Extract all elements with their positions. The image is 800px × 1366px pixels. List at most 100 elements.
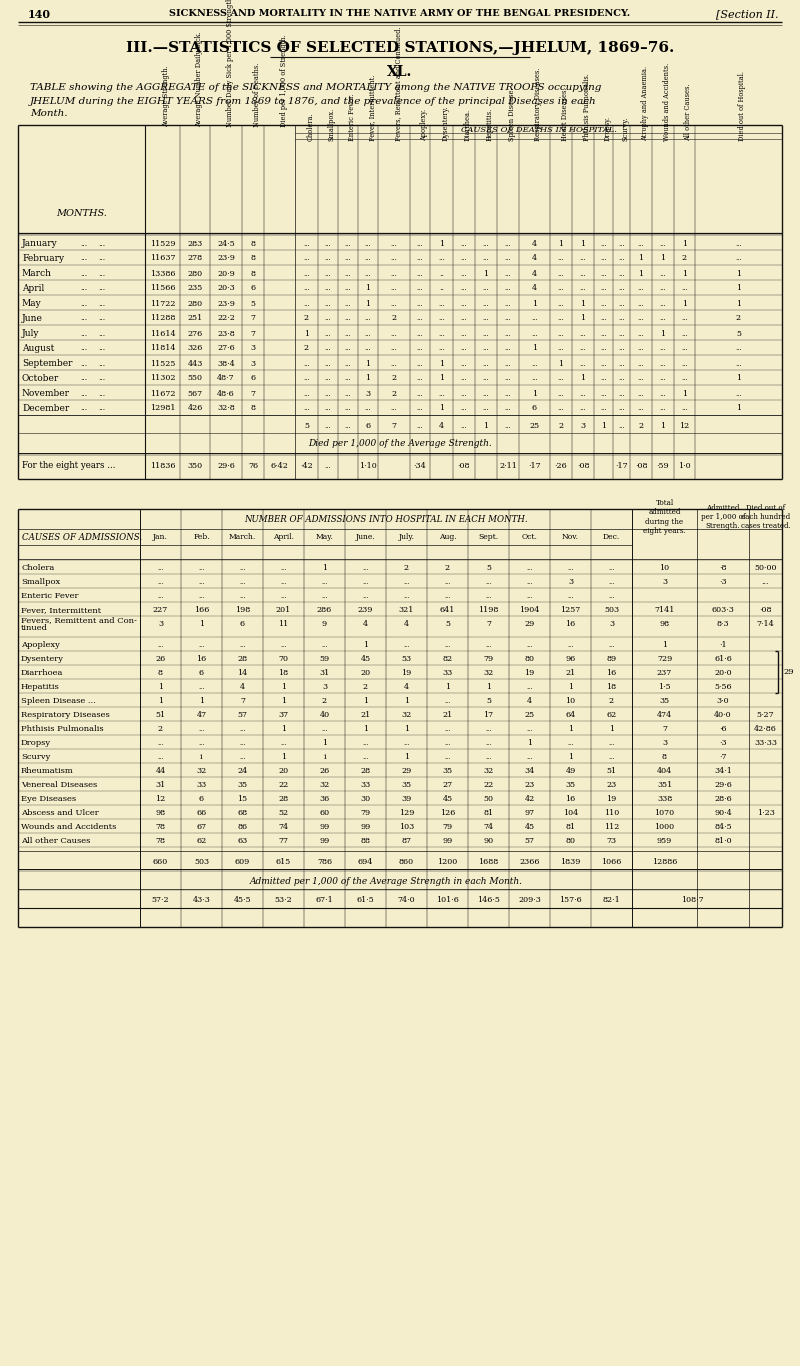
Text: 90: 90 [483,837,494,846]
Text: ...: ... [158,591,164,600]
Text: 8: 8 [250,269,255,277]
Text: 7: 7 [240,697,245,705]
Text: ...: ... [390,359,398,367]
Text: 2: 2 [363,683,368,691]
Text: 3: 3 [158,620,163,628]
Text: ...: ... [390,344,398,352]
Text: ...: ... [362,739,369,747]
Text: ...: ... [80,359,87,367]
Text: 23·8: 23·8 [217,329,235,337]
Text: 74: 74 [483,822,494,831]
Text: Hepatitis.: Hepatitis. [486,108,494,141]
Text: ·34: ·34 [414,462,426,470]
Text: March.: March. [229,533,256,541]
Text: ...: ... [158,641,164,649]
Text: 239: 239 [358,607,373,613]
Text: ...: ... [417,239,423,247]
Text: 12886: 12886 [652,858,677,866]
Text: 1: 1 [439,374,444,382]
Text: 43·3: 43·3 [193,896,210,904]
Text: ...: ... [80,314,87,322]
Text: 108·7: 108·7 [682,896,704,904]
Text: May.: May. [315,533,334,541]
Text: 7: 7 [486,620,491,628]
Text: 3: 3 [366,389,370,398]
Text: 8: 8 [158,669,163,678]
Text: 280: 280 [187,299,202,307]
Text: Diarrhoea: Diarrhoea [21,669,63,678]
Text: 12981: 12981 [150,404,175,413]
Text: ...: ... [390,299,398,307]
Text: ...: ... [390,239,398,247]
Text: ...: ... [98,329,105,337]
Text: ...: ... [390,404,398,413]
Text: ...: ... [98,359,105,367]
Text: 20·9: 20·9 [217,269,235,277]
Text: 326: 326 [187,344,202,352]
Text: 1: 1 [609,725,614,734]
Text: 1: 1 [363,641,368,649]
Text: 33·33: 33·33 [754,739,777,747]
Text: 567: 567 [187,389,202,398]
Text: 11672: 11672 [150,389,175,398]
Text: ...: ... [98,239,105,247]
Text: June: June [22,314,43,322]
Text: 729: 729 [657,656,672,663]
Text: ...: ... [638,239,644,247]
Text: 17: 17 [483,710,494,719]
Text: 32: 32 [483,669,494,678]
Text: 321: 321 [399,607,414,613]
Text: 1688: 1688 [478,858,498,866]
Text: SICKNESS AND MORTALITY IN THE NATIVE ARMY OF THE BENGAL PRESIDENCY.: SICKNESS AND MORTALITY IN THE NATIVE ARM… [170,10,630,19]
Text: 157·6: 157·6 [559,896,582,904]
Text: 22: 22 [483,781,494,790]
Text: 79: 79 [483,656,494,663]
Text: 5: 5 [250,299,255,307]
Text: 609: 609 [235,858,250,866]
Text: 6: 6 [199,795,204,803]
Text: i: i [200,753,203,761]
Text: 25: 25 [530,422,539,430]
Text: 16: 16 [606,669,617,678]
Text: 45: 45 [442,795,453,803]
Text: ...: ... [482,344,490,352]
Text: 74: 74 [278,822,289,831]
Text: 19: 19 [606,795,617,803]
Text: 1: 1 [532,299,537,307]
Text: 67: 67 [197,822,206,831]
Text: ...: ... [438,254,445,262]
Text: 28: 28 [361,766,370,775]
Text: ...: ... [417,299,423,307]
Text: 11288: 11288 [150,314,175,322]
Text: 209·3: 209·3 [518,896,541,904]
Text: 6: 6 [532,404,537,413]
Text: 16: 16 [566,620,576,628]
Text: 62: 62 [606,710,617,719]
Text: ...: ... [461,314,467,322]
Text: ...: ... [486,739,492,747]
Text: November: November [22,389,70,398]
Text: 11722: 11722 [150,299,175,307]
Text: 3: 3 [609,620,614,628]
Text: 350: 350 [187,462,202,470]
Text: ...: ... [608,564,614,572]
Text: May: May [22,299,42,307]
Text: 81·0: 81·0 [714,837,732,846]
Text: Died out of
each hundred
cases treated.: Died out of each hundred cases treated. [741,504,790,530]
Text: ...: ... [526,683,533,691]
Text: 21: 21 [442,710,453,719]
Text: 34: 34 [524,766,534,775]
Text: 29·6: 29·6 [217,462,235,470]
Text: 23: 23 [606,781,617,790]
Text: 503: 503 [604,607,619,613]
Text: 5: 5 [304,422,309,430]
Text: ...: ... [417,329,423,337]
Text: 29: 29 [402,766,412,775]
Text: 1: 1 [439,404,444,413]
Text: 276: 276 [187,329,202,337]
Text: 1: 1 [404,753,409,761]
Text: 1: 1 [322,564,327,572]
Text: Cholera: Cholera [21,564,54,572]
Text: 1: 1 [158,697,163,705]
Text: 1: 1 [638,254,643,262]
